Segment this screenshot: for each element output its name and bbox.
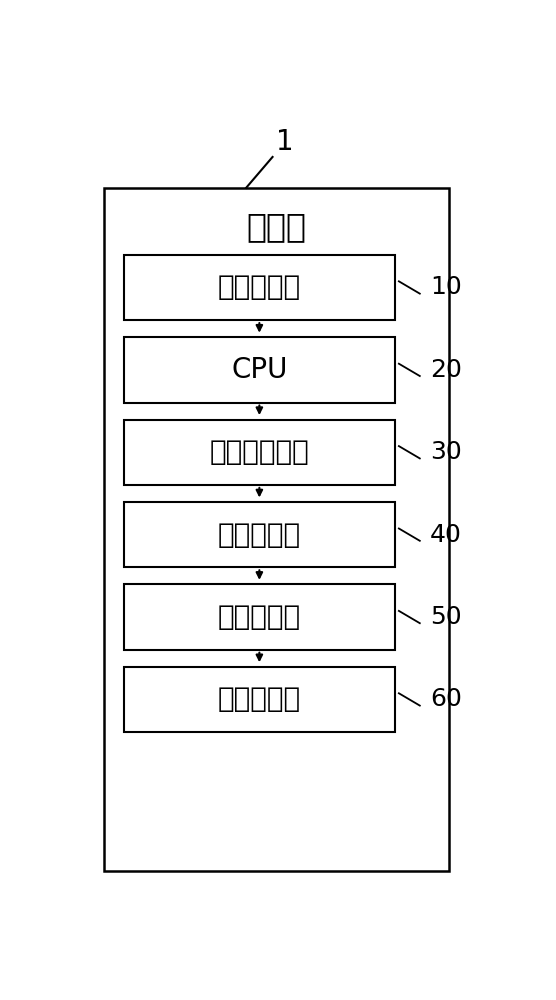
- Bar: [105, 188, 449, 871]
- Text: 光电转换器: 光电转换器: [218, 521, 301, 549]
- Text: 1: 1: [276, 128, 294, 156]
- Text: 10: 10: [430, 275, 461, 299]
- Bar: [124, 337, 395, 403]
- Text: CPU: CPU: [231, 356, 287, 384]
- Bar: [124, 420, 395, 485]
- Text: 60: 60: [430, 687, 461, 711]
- Bar: [124, 255, 395, 320]
- Bar: [124, 584, 395, 650]
- Text: 光输入端口: 光输入端口: [218, 273, 301, 301]
- Text: 光模块: 光模块: [247, 210, 307, 243]
- Text: 数模转换器: 数模转换器: [218, 685, 301, 713]
- Text: 30: 30: [430, 440, 461, 464]
- Text: 串并转换器: 串并转换器: [218, 603, 301, 631]
- Text: 20: 20: [430, 358, 461, 382]
- Text: 可调光衰减器: 可调光衰减器: [210, 438, 309, 466]
- Bar: [124, 667, 395, 732]
- Text: 40: 40: [430, 523, 461, 547]
- Bar: [124, 502, 395, 567]
- Text: 50: 50: [430, 605, 461, 629]
